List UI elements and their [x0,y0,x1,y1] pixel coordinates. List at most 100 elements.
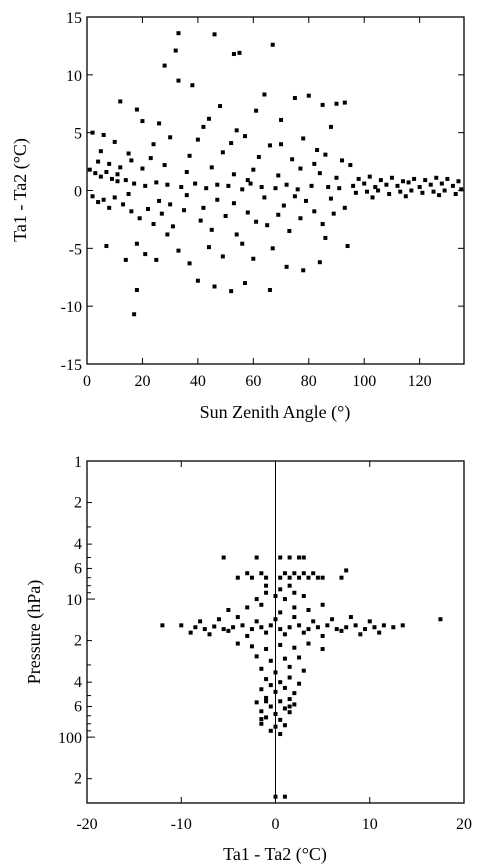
chart2-point [287,697,292,702]
chart2-point [198,619,203,624]
chart2-point [268,658,273,663]
chart2-point [249,644,254,649]
chart1-point [240,241,245,246]
chart2-point [381,623,386,628]
chart2-point [179,623,184,628]
chart2-point [259,721,264,726]
chart1-point [439,181,444,186]
chart2-point [400,623,405,628]
chart2-point [344,568,349,573]
chart1-point [162,163,167,168]
chart2-point [292,571,297,576]
chart2-point [344,625,349,630]
chart2-point [330,617,335,622]
chart2-point [292,702,297,707]
chart1-point [170,224,175,229]
chart1-x-tick-label: 60 [245,373,261,390]
chart1-y-tick-label: 15 [66,10,82,27]
chart1-point [140,166,145,171]
chart1-point [284,264,289,269]
chart2-point [278,587,283,592]
chart2-ylabel: Pressure (hPa) [24,580,45,684]
chart2-point [259,709,264,714]
chart1-point [298,166,303,171]
chart2-point [292,590,297,595]
chart2-point [282,794,287,799]
chart1-point [123,178,128,183]
chart1-point [450,183,455,188]
chart1-point [231,52,236,57]
chart2-x-tick-label: -20 [76,816,97,833]
chart1-point [179,185,184,190]
chart1-point [112,195,117,200]
chart2-point [268,728,273,733]
chart1-point [254,219,259,224]
chart2-point [245,571,250,576]
chart1-point [292,194,297,199]
chart1-point [378,178,383,183]
chart1-point [201,124,206,129]
chart2-point [278,732,283,737]
chart1-point [273,186,278,191]
chart1-point [334,175,339,180]
chart2-point [254,654,259,659]
chart2-point [268,704,273,709]
chart2-point [297,623,302,628]
chart2-point [306,607,311,612]
chart2-y-tick-label: 2 [74,771,82,788]
chart2-point [221,555,226,560]
chart2-xlabel: Ta1 - Ta2 (°C) [223,844,327,865]
chart1-point [342,100,347,105]
chart1-points [87,31,464,317]
chart1-point [334,101,339,106]
chart2-point [287,575,292,580]
chart1-ylabel: Ta1 - Ta2 (°C) [10,138,31,242]
chart2-point [245,605,250,610]
chart2-point [391,625,396,630]
chart1-point [165,182,170,187]
chart1-point [245,178,250,183]
chart1-point [445,176,450,181]
chart2-point [264,590,269,595]
chart1-point [389,175,394,180]
chart1-point [312,209,317,214]
chart1-plot-frame [86,16,465,365]
chart1-y-tick-label: 0 [74,184,82,201]
chart1-point [151,142,156,147]
chart1-point [251,256,256,261]
chart1-point [176,31,181,36]
chart2-point [278,627,283,632]
chart2-point [278,642,283,647]
chart1-point [184,169,189,174]
chart1-point [215,197,220,202]
chart1-point [206,116,211,121]
chart1-point [262,92,267,97]
chart1-point [295,187,300,192]
chart1-point [90,194,95,199]
chart2-point [240,623,245,628]
chart2-point [264,575,269,580]
chart2-y-tick-label: 2 [74,495,82,512]
chart2-point [287,664,292,669]
chart1-x-tick-label: 80 [301,373,317,390]
chart2-point [297,681,302,686]
chart1-y-tick-label: -5 [69,241,82,258]
chart1-point [134,241,139,246]
chart1-point [309,183,314,188]
chart2-point [278,699,283,704]
chart1-point [409,188,414,193]
chart1-point [406,180,411,185]
chart1-point [193,181,198,186]
chart2-point [339,628,344,633]
chart1-point [231,172,236,177]
chart1-point [209,227,214,232]
chart1-point [195,278,200,283]
chart1-point [353,190,358,195]
chart2-point [301,555,306,560]
chart2-point [264,699,269,704]
chart1-point [98,149,103,154]
chart1-point [326,185,331,190]
chart1-point [348,163,353,168]
